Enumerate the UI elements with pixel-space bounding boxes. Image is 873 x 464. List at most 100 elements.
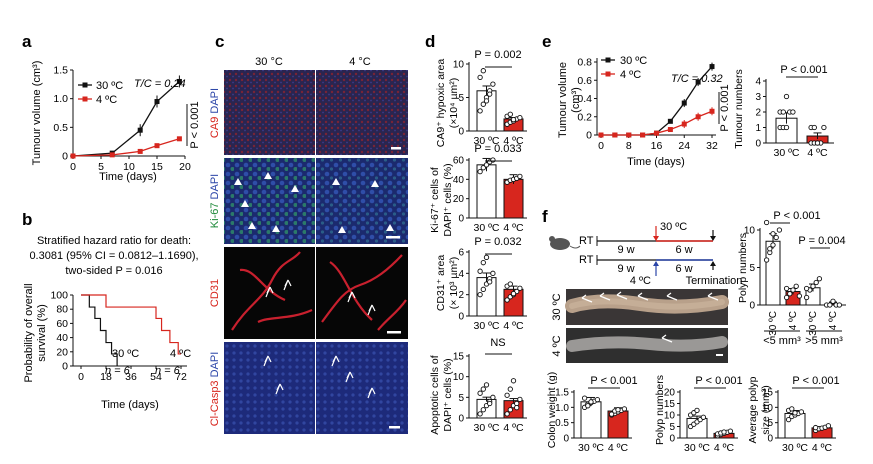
d-apo-ylabel2: DAPI⁺ cells (%) (442, 358, 454, 431)
panel-e-yticks: 0 0.2 0.4 0.6 0.8 (577, 57, 597, 142)
data-point (477, 108, 483, 114)
arrowhead-marker (338, 226, 346, 233)
data-point (480, 165, 486, 171)
x-tick-label: 32 (706, 140, 718, 152)
panel-b-line2: 0.3081 (95% CI = 0.0812–1.1690), (29, 250, 198, 262)
polyp-arrow (666, 292, 678, 301)
panel-d-chart-2: 0 2 4 6 30 ºC 4 ºC (458, 248, 527, 332)
panel-c-row4: Cl-Casp3 DAPI (209, 352, 221, 427)
panel-e-axes (596, 58, 716, 136)
category-label: 30 ºC (768, 311, 779, 336)
panel-f-bottom-chart-0: 0 0.5 1.0 1.5 30 ºC 4 ºC (555, 387, 632, 454)
y-tick-label: 2 (458, 290, 464, 301)
data-point (793, 283, 799, 289)
data-point (709, 108, 715, 114)
y-tick-label: 40 (453, 175, 465, 186)
micrograph-cd31-30 (224, 247, 315, 339)
data-point (681, 100, 687, 106)
data-point (790, 109, 796, 115)
data-point (510, 378, 517, 384)
y-tick-label: 5 (458, 393, 464, 404)
data-point (480, 260, 486, 266)
data-point (816, 276, 823, 282)
data-point (626, 132, 632, 138)
data-point (812, 424, 819, 431)
data-point (615, 407, 621, 413)
arrow-marker (275, 383, 284, 395)
polyp-arrow (581, 294, 593, 303)
data-point (480, 407, 486, 413)
micrograph-grid (224, 70, 408, 434)
data-point (517, 114, 523, 121)
data-point (480, 101, 486, 107)
f-polyp-p2: P = 0.004 (798, 235, 845, 247)
y-tick-label: 80 (56, 304, 68, 316)
panel-d-chart-3: 0 5 10 15 30 ºC 4 ºC (453, 352, 527, 434)
data-point (667, 118, 673, 124)
panel-b-line1: Stratified hazard ratio for death: (37, 235, 191, 247)
data-point (507, 407, 513, 413)
f-polyp-ylabel: Polyp numbers (737, 233, 749, 303)
f-cw-p: P < 0.001 (590, 375, 637, 387)
data-point (477, 74, 483, 81)
d-apo-ylabel1: Apoptotic cells of (429, 355, 441, 434)
e-legend-30: 30 ºC (620, 55, 647, 67)
y-tick-label: 0 (458, 414, 464, 425)
data-point (517, 173, 523, 180)
panel-letter-c: c (215, 32, 224, 51)
y-tick-label: 1.5 (555, 388, 569, 399)
data-point (783, 124, 790, 131)
arrowhead-marker (234, 178, 242, 185)
data-point (780, 109, 786, 115)
panel-b-label4: 4 ºC (170, 348, 191, 360)
data-point (770, 231, 776, 237)
data-point (827, 302, 833, 308)
category-label: 30 ºC (473, 222, 499, 234)
data-point (767, 246, 773, 252)
y-tick-label: 1.5 (53, 65, 68, 77)
panel-c-row1: CA9 DAPI (209, 88, 221, 138)
data-point (792, 410, 798, 416)
data-point (477, 168, 483, 175)
f-cw-ylabel: Colon weight (g) (546, 372, 558, 448)
category-label: 30 ºC (473, 320, 499, 332)
y-tick-label: 3 (755, 92, 761, 103)
data-point (585, 403, 591, 409)
data-point (695, 79, 701, 85)
data-point (598, 132, 604, 138)
data-point (594, 397, 601, 403)
arrowhead-marker (371, 180, 379, 187)
y-tick-label: 0 (755, 139, 761, 150)
panel-b-yticks: 0 20 40 60 80 100 (50, 290, 73, 373)
data-point (483, 98, 490, 104)
data-point (790, 287, 796, 293)
y-tick-label: 0 (767, 434, 773, 445)
arrow-marker (265, 286, 274, 298)
arrow-marker (367, 387, 376, 399)
panel-letter-e: e (542, 32, 551, 51)
y-tick-label: 20 (453, 194, 465, 205)
panel-e-tc: T/C = 0.32 (671, 73, 723, 85)
data-point (490, 270, 496, 276)
data-point (507, 281, 513, 287)
x-tick-label: 8 (626, 140, 632, 152)
f-pn-ylabel: Polyp numbers (654, 375, 666, 445)
polyp-arrow (637, 292, 649, 301)
x-tick-label: 15 (151, 161, 163, 173)
y-tick-label: 0 (458, 127, 464, 138)
y-tick-label: 10 (453, 372, 465, 383)
data-point (836, 302, 843, 308)
panel-b-n30: n = 6 (105, 365, 131, 377)
e-num-p: P < 0.001 (780, 64, 827, 76)
y-tick-label: 5 (458, 93, 464, 104)
data-point (517, 396, 523, 403)
data-point (176, 78, 182, 84)
panel-e-ylabel1: Tumour volume (557, 62, 569, 138)
data-point (154, 99, 160, 105)
series-line-0 (72, 80, 180, 157)
category-label: 4 ºC (812, 442, 833, 454)
y-tick-label: 5 (749, 263, 755, 274)
panel-b-axes (72, 295, 187, 367)
legend-4: 4 ºC (96, 94, 117, 106)
f-t4: 4 ºC (630, 275, 651, 287)
